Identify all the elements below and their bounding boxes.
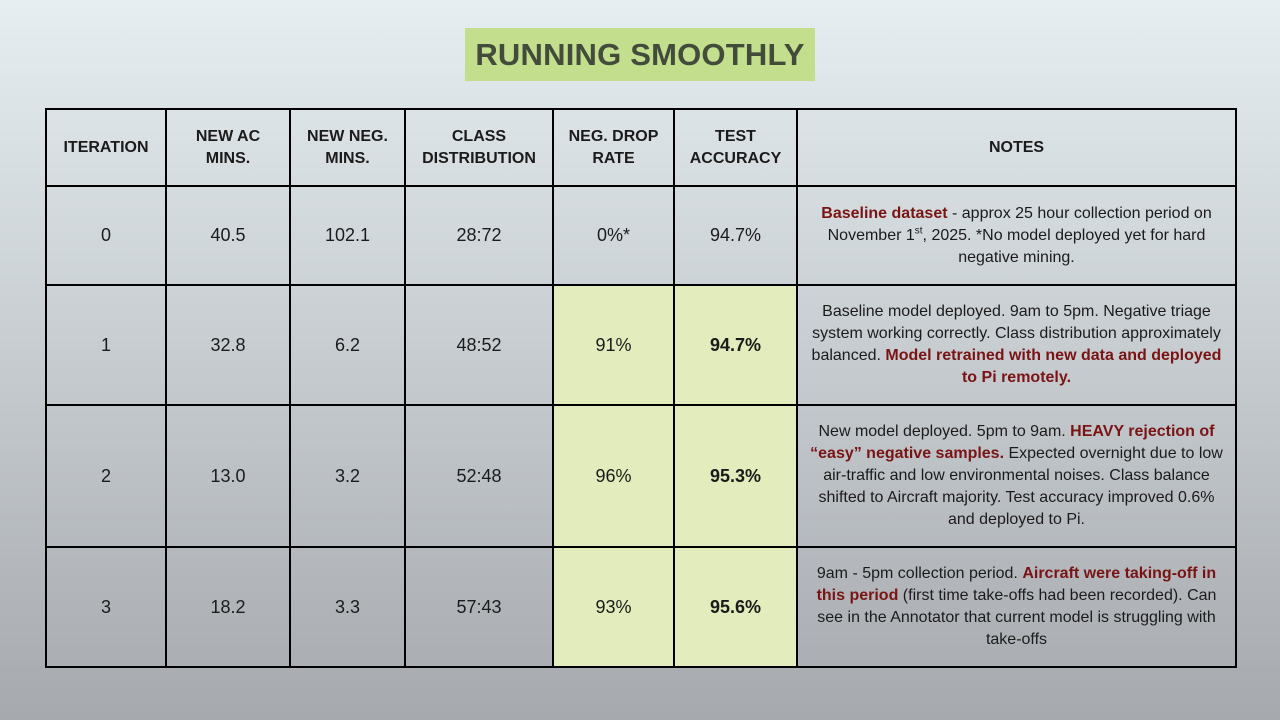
cell-iteration: 2 bbox=[45, 404, 167, 548]
header-class-distribution: CLASS DISTRIBUTION bbox=[404, 108, 554, 187]
notes-text: 9am - 5pm collection period. bbox=[816, 565, 1023, 582]
iterations-table: ITERATION NEW AC MINS. NEW NEG. MINS. CL… bbox=[45, 108, 1237, 668]
cell-new-ac: 32.8 bbox=[165, 284, 291, 406]
header-neg-drop-rate: NEG. DROP RATE bbox=[552, 108, 675, 187]
cell-iteration: 1 bbox=[45, 284, 167, 406]
table-header-row: ITERATION NEW AC MINS. NEW NEG. MINS. CL… bbox=[45, 108, 1237, 187]
header-new-neg-mins: NEW NEG. MINS. bbox=[289, 108, 406, 187]
cell-notes: Baseline model deployed. 9am to 5pm. Neg… bbox=[796, 284, 1237, 406]
cell-notes: New model deployed. 5pm to 9am. HEAVY re… bbox=[796, 404, 1237, 548]
notes-emphasis: Model retrained with new data and deploy… bbox=[885, 347, 1222, 386]
notes-text: New model deployed. 5pm to 9am. bbox=[818, 423, 1071, 440]
cell-iteration: 3 bbox=[45, 546, 167, 668]
cell-notes: 9am - 5pm collection period. Aircraft we… bbox=[796, 546, 1237, 668]
notes-emphasis: HEAVY rejection of “easy” negative sampl… bbox=[810, 423, 1215, 462]
cell-accuracy: 95.6% bbox=[673, 546, 798, 668]
notes-emphasis: Aircraft were taking-off in this period bbox=[816, 565, 1217, 604]
cell-new-ac: 18.2 bbox=[165, 546, 291, 668]
header-notes: NOTES bbox=[796, 108, 1237, 187]
notes-emphasis: Baseline dataset bbox=[821, 204, 948, 222]
cell-iteration: 0 bbox=[45, 185, 167, 286]
cell-accuracy: 95.3% bbox=[673, 404, 798, 548]
cell-new-ac: 40.5 bbox=[165, 185, 291, 286]
cell-new-neg: 3.2 bbox=[289, 404, 406, 548]
notes-text: - approx 25 hour collection period on No… bbox=[827, 204, 1212, 244]
notes-text: , 2025. *No model deployed yet for hard … bbox=[922, 226, 1206, 266]
header-test-accuracy: TEST ACCURACY bbox=[673, 108, 798, 187]
notes-text: Baseline model deployed. 9am to 5pm. Neg… bbox=[811, 303, 1221, 364]
table-row: 1 32.8 6.2 48:52 91% 94.7% Baseline mode… bbox=[45, 284, 1237, 406]
cell-new-ac: 13.0 bbox=[165, 404, 291, 548]
cell-new-neg: 102.1 bbox=[289, 185, 406, 286]
cell-class-dist: 48:52 bbox=[404, 284, 554, 406]
cell-accuracy: 94.7% bbox=[673, 284, 798, 406]
cell-class-dist: 28:72 bbox=[404, 185, 554, 286]
table-row: 3 18.2 3.3 57:43 93% 95.6% 9am - 5pm col… bbox=[45, 546, 1237, 668]
cell-drop-rate: 93% bbox=[552, 546, 675, 668]
header-iteration: ITERATION bbox=[45, 108, 167, 187]
cell-drop-rate: 96% bbox=[552, 404, 675, 548]
cell-class-dist: 57:43 bbox=[404, 546, 554, 668]
notes-text: (first time take-offs had been recorded)… bbox=[817, 587, 1217, 648]
cell-new-neg: 6.2 bbox=[289, 284, 406, 406]
table-row: 2 13.0 3.2 52:48 96% 95.3% New model dep… bbox=[45, 404, 1237, 548]
cell-accuracy: 94.7% bbox=[673, 185, 798, 286]
cell-class-dist: 52:48 bbox=[404, 404, 554, 548]
notes-text: Expected overnight due to low air-traffi… bbox=[818, 445, 1223, 528]
cell-new-neg: 3.3 bbox=[289, 546, 406, 668]
page-title: RUNNING SMOOTHLY bbox=[465, 28, 815, 81]
notes-superscript: st bbox=[914, 225, 923, 237]
table-row: 0 40.5 102.1 28:72 0%* 94.7% Baseline da… bbox=[45, 185, 1237, 286]
cell-drop-rate: 91% bbox=[552, 284, 675, 406]
cell-drop-rate: 0%* bbox=[552, 185, 675, 286]
cell-notes: Baseline dataset - approx 25 hour collec… bbox=[796, 185, 1237, 286]
header-new-ac-mins: NEW AC MINS. bbox=[165, 108, 291, 187]
